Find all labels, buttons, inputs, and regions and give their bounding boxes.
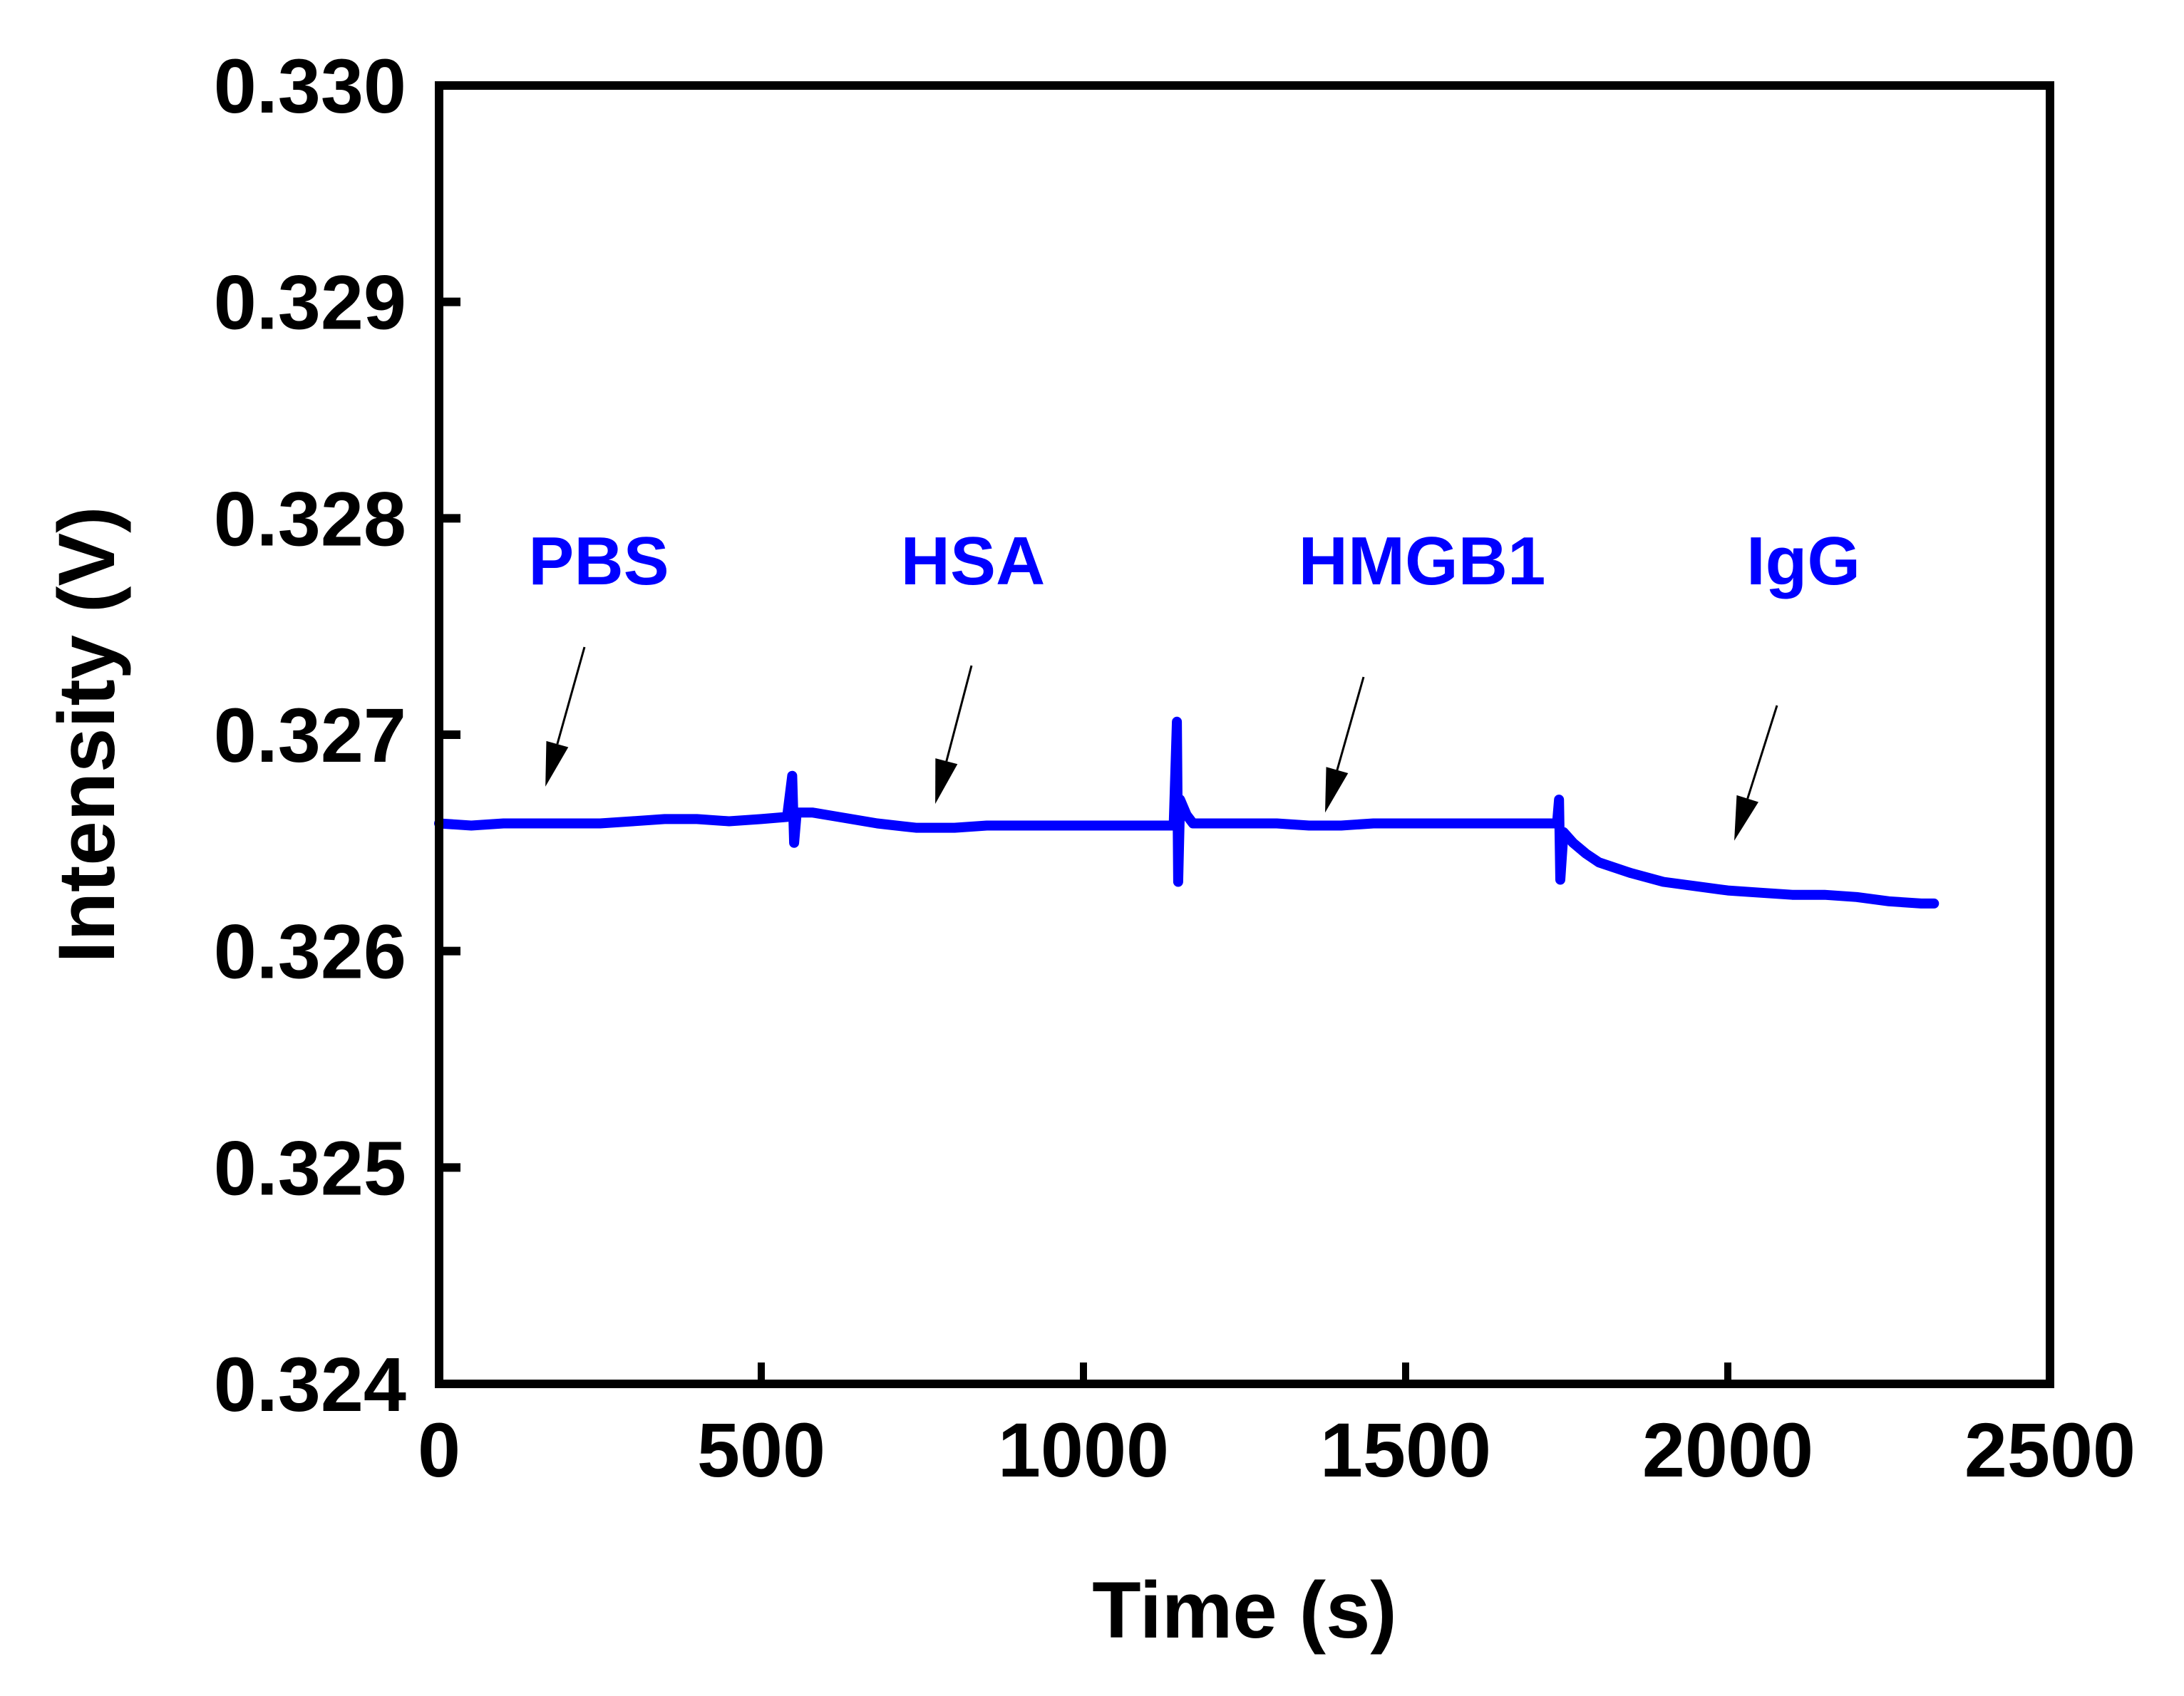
x-tick-label: 2500 [1964, 1407, 2136, 1493]
x-tick-label: 0 [418, 1407, 460, 1493]
x-tick-label: 2000 [1642, 1407, 1813, 1493]
plot-frame [435, 81, 2054, 1388]
x-axis-ticks: 0 500 1000 1500 2000 2500 [418, 1363, 2136, 1493]
arrow-icon [945, 665, 973, 762]
arrow-icon [1336, 676, 1365, 771]
annotation-label-igg: IgG [1746, 523, 1860, 599]
intensity-trace [434, 716, 1940, 909]
y-axis-ticks: 0.324 0.325 0.326 0.327 0.328 0.329 0.330 [214, 43, 460, 1427]
x-tick-label: 1000 [998, 1407, 1169, 1493]
arrowhead-icon [1325, 767, 1349, 813]
arrowhead-icon [545, 740, 569, 787]
annotation-label-pbs: PBS [528, 523, 669, 599]
y-axis-title: Intensity (V) [42, 507, 131, 963]
x-tick-label: 500 [697, 1407, 825, 1493]
y-tick-label: 0.326 [214, 909, 406, 995]
y-tick-label: 0.324 [214, 1341, 406, 1427]
y-tick-label: 0.330 [214, 43, 406, 129]
x-axis-title: Time (s) [1092, 1566, 1396, 1655]
y-tick-label: 0.325 [214, 1124, 406, 1211]
y-tick-label: 0.329 [214, 259, 406, 346]
annotation-label-hsa: HSA [901, 523, 1046, 599]
series-line [434, 716, 1940, 909]
arrow-icon [556, 646, 586, 745]
annotation-label-hmgb1: HMGB1 [1299, 523, 1546, 599]
arrowhead-icon [935, 758, 958, 805]
x-tick-label: 1500 [1320, 1407, 1491, 1493]
annotations: PBS HSA HMGB1 IgG [528, 523, 1860, 841]
arrow-icon [1746, 705, 1778, 800]
y-tick-label: 0.328 [214, 475, 406, 562]
y-tick-label: 0.327 [214, 692, 406, 778]
arrowhead-icon [1734, 795, 1758, 841]
